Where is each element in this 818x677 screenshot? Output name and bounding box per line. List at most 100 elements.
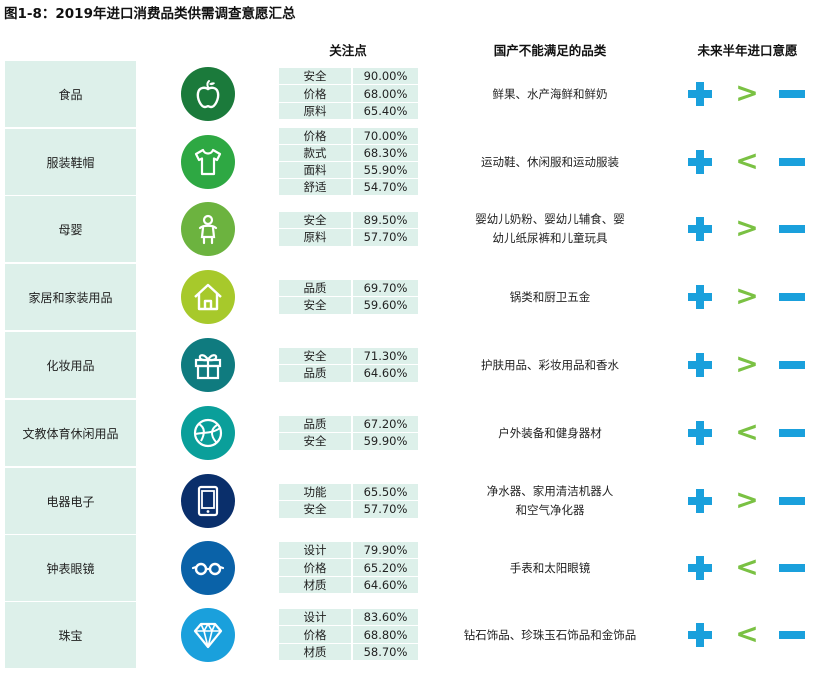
focus-row: 安全 57.70% bbox=[279, 501, 418, 518]
focus-row: 安全 59.60% bbox=[279, 297, 418, 314]
focus-label: 材质 bbox=[279, 643, 351, 661]
focus-value: 79.90% bbox=[353, 541, 418, 559]
minus-icon bbox=[779, 429, 805, 437]
focus-value: 65.50% bbox=[353, 483, 418, 500]
minus-icon bbox=[779, 158, 805, 166]
unmet-categories: 婴幼儿奶粉、婴幼儿辅食、婴 幼儿纸尿裤和儿童玩具 bbox=[440, 196, 660, 262]
focus-value: 54.70% bbox=[353, 179, 418, 195]
focus-value: 83.60% bbox=[353, 608, 418, 626]
focus-label: 原料 bbox=[279, 229, 351, 246]
plus-icon bbox=[688, 421, 712, 445]
unmet-categories-line: 护肤用品、彩妆用品和香水 bbox=[481, 357, 619, 372]
focus-label: 价格 bbox=[279, 85, 351, 102]
plus-icon bbox=[688, 285, 712, 309]
focus-label: 原料 bbox=[279, 102, 351, 120]
table-row: 文教体育休闲用品 品质 67.20% 安全 59.90% 户外装备和健身器材 < bbox=[0, 400, 818, 466]
focus-row: 价格 68.80% bbox=[279, 626, 418, 643]
category-name: 电器电子 bbox=[5, 468, 136, 534]
unmet-categories-line: 手表和太阳眼镜 bbox=[509, 560, 591, 575]
focus-value: 59.90% bbox=[353, 433, 418, 450]
plus-icon bbox=[688, 489, 712, 513]
focus-label: 品质 bbox=[279, 365, 351, 382]
baby-icon bbox=[181, 202, 235, 256]
focus-table: 设计 79.90% 价格 65.20% 材质 64.60% bbox=[279, 535, 418, 601]
comparison-sign: > bbox=[735, 279, 759, 312]
focus-row: 设计 79.90% bbox=[279, 541, 418, 559]
minus-icon bbox=[779, 361, 805, 369]
focus-value: 64.60% bbox=[353, 365, 418, 382]
apple-icon bbox=[181, 67, 235, 121]
focus-table: 安全 90.00% 价格 68.00% 原料 65.40% bbox=[279, 61, 418, 127]
focus-label: 品质 bbox=[279, 415, 351, 432]
focus-label: 价格 bbox=[279, 626, 351, 643]
category-name: 服装鞋帽 bbox=[5, 129, 136, 195]
focus-row: 设计 83.60% bbox=[279, 608, 418, 626]
focus-row: 材质 58.70% bbox=[279, 643, 418, 661]
focus-value: 57.70% bbox=[353, 501, 418, 518]
category-name: 食品 bbox=[5, 61, 136, 127]
comparison-sign: > bbox=[735, 211, 759, 244]
minus-icon bbox=[779, 631, 805, 639]
diamond-icon bbox=[181, 608, 235, 662]
glasses-icon bbox=[181, 541, 235, 595]
focus-value: 71.30% bbox=[353, 347, 418, 364]
unmet-categories: 锅类和厨卫五金 bbox=[440, 264, 660, 330]
comparison-sign: > bbox=[735, 76, 759, 109]
focus-row: 安全 90.00% bbox=[279, 67, 418, 85]
unmet-categories-line: 钻石饰品、珍珠玉石饰品和金饰品 bbox=[463, 627, 637, 642]
focus-row: 功能 65.50% bbox=[279, 483, 418, 500]
table-row: 家居和家装用品 品质 69.70% 安全 59.60% 锅类和厨卫五金 > bbox=[0, 264, 818, 330]
focus-row: 安全 71.30% bbox=[279, 347, 418, 364]
minus-icon bbox=[779, 90, 805, 98]
focus-row: 舒适 54.70% bbox=[279, 179, 418, 195]
focus-row: 安全 59.90% bbox=[279, 433, 418, 450]
focus-value: 70.00% bbox=[353, 128, 418, 144]
category-name: 家居和家装用品 bbox=[5, 264, 136, 330]
comparison-sign: > bbox=[735, 483, 759, 516]
focus-row: 原料 57.70% bbox=[279, 229, 418, 246]
category-name: 母婴 bbox=[5, 196, 136, 262]
unmet-categories-line: 锅类和厨卫五金 bbox=[509, 289, 591, 304]
plus-icon bbox=[688, 82, 712, 106]
focus-value: 90.00% bbox=[353, 67, 418, 85]
focus-value: 68.80% bbox=[353, 626, 418, 643]
table-row: 母婴 安全 89.50% 原料 57.70% 婴幼儿奶粉、婴幼儿辅食、婴 幼儿纸尿裤和儿童玩… bbox=[0, 196, 818, 262]
focus-label: 安全 bbox=[279, 297, 351, 314]
plus-icon bbox=[688, 150, 712, 174]
unmet-categories-line: 户外装备和健身器材 bbox=[498, 425, 602, 440]
focus-row: 款式 68.30% bbox=[279, 145, 418, 161]
focus-value: 89.50% bbox=[353, 211, 418, 228]
table-row: 化妆用品 安全 71.30% 品质 64.60% 护肤用品、彩妆用品和香水 > bbox=[0, 332, 818, 398]
focus-value: 68.00% bbox=[353, 85, 418, 102]
focus-table: 设计 83.60% 价格 68.80% 材质 58.70% bbox=[279, 602, 418, 668]
comparison-sign: < bbox=[735, 415, 759, 448]
house-icon bbox=[181, 270, 235, 324]
unmet-categories-line: 运动鞋、休闲服和运动服装 bbox=[481, 154, 619, 169]
focus-value: 64.60% bbox=[353, 576, 418, 594]
minus-icon bbox=[779, 564, 805, 572]
focus-label: 舒适 bbox=[279, 179, 351, 195]
focus-table: 功能 65.50% 安全 57.70% bbox=[279, 468, 418, 534]
focus-value: 68.30% bbox=[353, 145, 418, 161]
table-row: 珠宝 设计 83.60% 价格 68.80% 材质 58.70% 钻石饰品、珍珠玉石饰品和金饰… bbox=[0, 602, 818, 668]
focus-label: 安全 bbox=[279, 433, 351, 450]
focus-label: 品质 bbox=[279, 279, 351, 296]
table-row: 钟表眼镜 设计 79.90% 价格 65.20% 材质 64.60% 手表和太阳眼镜 < bbox=[0, 535, 818, 601]
minus-icon bbox=[779, 497, 805, 505]
unmet-categories: 运动鞋、休闲服和运动服装 bbox=[440, 129, 660, 195]
plus-icon bbox=[688, 217, 712, 241]
focus-table: 安全 89.50% 原料 57.70% bbox=[279, 196, 418, 262]
focus-row: 品质 69.70% bbox=[279, 279, 418, 296]
focus-table: 价格 70.00% 款式 68.30% 面料 55.90% 舒适 54.70% bbox=[279, 128, 418, 195]
focus-label: 设计 bbox=[279, 608, 351, 626]
table-row: 服装鞋帽 价格 70.00% 款式 68.30% 面料 55.90% 舒适 54.70% 运动鞋、… bbox=[0, 128, 818, 195]
focus-row: 安全 89.50% bbox=[279, 211, 418, 228]
unmet-categories-line: 鲜果、水产海鲜和鲜奶 bbox=[492, 86, 608, 101]
comparison-sign: < bbox=[735, 144, 759, 177]
plus-icon bbox=[688, 353, 712, 377]
minus-icon bbox=[779, 293, 805, 301]
focus-label: 价格 bbox=[279, 559, 351, 576]
focus-table: 品质 69.70% 安全 59.60% bbox=[279, 264, 418, 330]
comparison-sign: < bbox=[735, 617, 759, 650]
focus-label: 安全 bbox=[279, 211, 351, 228]
